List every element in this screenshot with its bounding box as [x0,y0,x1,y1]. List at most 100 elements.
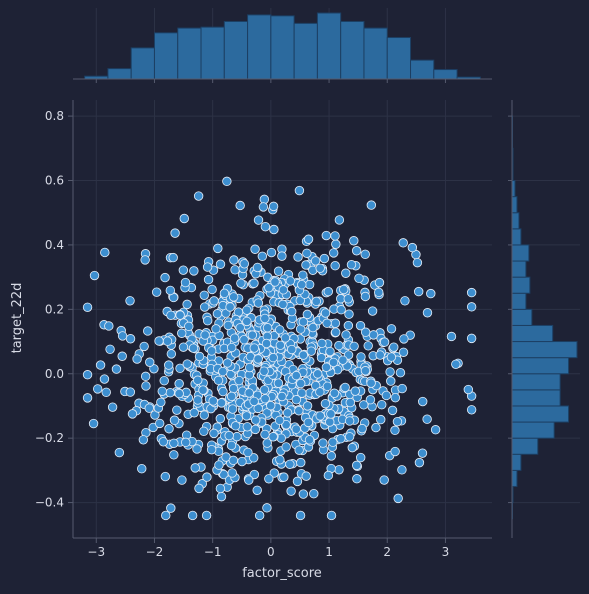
scatter-point [355,274,364,283]
scatter-point [350,342,359,351]
scatter-point [167,350,176,359]
scatter-point [423,308,432,317]
scatter-point [250,397,259,406]
scatter-point [401,297,410,306]
scatter-point [341,269,350,278]
scatter-point [423,415,432,424]
scatter-point [250,344,259,353]
scatter-point [115,448,124,457]
scatter-point [128,410,137,419]
scatter-point [391,447,400,456]
x-histogram-bar [341,21,364,79]
scatter-point [464,385,473,394]
scatter-point [345,310,354,319]
scatter-point [329,438,338,447]
scatter-point [337,305,346,314]
scatter-point [261,222,270,231]
scatter-point [276,455,285,464]
x-histogram-bar [154,33,177,79]
scatter-point [169,253,178,262]
x-histogram-bar [178,28,201,79]
x-histogram-bar [248,15,271,79]
scatter-point [105,322,114,331]
scatter-point [295,446,304,455]
scatter-point [335,465,344,474]
y-histogram-bar [512,358,569,374]
scatter-point [349,236,358,245]
x-histogram-bar [131,48,154,79]
scatter-point [106,345,115,354]
scatter-point [344,321,353,330]
scatter-point [203,473,212,482]
scatter-point [286,277,295,286]
x-histogram-bar [201,27,224,79]
scatter-point [145,358,154,367]
scatter-point [389,343,398,352]
scatter-point [142,382,151,391]
scatter-point [282,443,291,452]
scatter-point [313,370,322,379]
x-histogram-bar [364,28,387,79]
scatter-point [413,258,422,267]
scatter-point [194,192,203,201]
scatter-point [324,471,333,480]
scatter-point [230,334,239,343]
scatter-point [260,386,269,395]
scatter-point [160,376,169,385]
scatter-point [377,400,386,409]
scatter-point [325,418,334,427]
scatter-point [393,417,402,426]
scatter-point [101,248,110,257]
scatter-point [299,271,308,280]
scatter-point [213,309,222,318]
scatter-point [155,337,164,346]
scatter-point [297,280,306,289]
scatter-point [287,307,296,316]
scatter-point [243,317,252,326]
scatter-point [374,288,383,297]
scatter-point [245,363,254,372]
y-histogram-bar [512,293,526,309]
scatter-point [207,347,216,356]
scatter-point [330,389,339,398]
y-histogram-bar [512,390,560,406]
scatter-point [396,368,405,377]
scatter-point [321,399,330,408]
scatter-point [253,486,262,495]
scatter-point [431,425,440,434]
scatter-point [161,511,170,520]
scatter-point [175,379,184,388]
y-histogram-bar [512,277,530,293]
scatter-point [276,341,285,350]
scatter-point [296,511,305,520]
scatter-point [322,363,331,372]
x-histogram-bar [411,60,434,79]
scatter-point [414,287,423,296]
scatter-point [261,430,270,439]
x-axis-label: factor_score [242,566,322,581]
scatter-point [223,359,232,368]
scatter-point [281,334,290,343]
y-histogram-bar [512,438,538,454]
scatter-point [181,438,190,447]
scatter-point [345,417,354,426]
scatter-point [228,405,237,414]
x-histogram-bar [294,23,317,79]
scatter-point [243,422,252,431]
scatter-point [191,464,200,473]
scatter-point [452,360,461,369]
scatter-point [243,306,252,315]
scatter-point [245,389,254,398]
scatter-point [179,343,188,352]
scatter-point [158,387,167,396]
scatter-point [183,300,192,309]
scatter-point [139,435,148,444]
scatter-point [217,399,226,408]
scatter-point [236,323,245,332]
scatter-point [372,423,381,432]
scatter-point [244,448,253,457]
scatter-point [216,260,225,269]
y-histogram-bar [512,245,529,261]
scatter-point [145,404,154,413]
